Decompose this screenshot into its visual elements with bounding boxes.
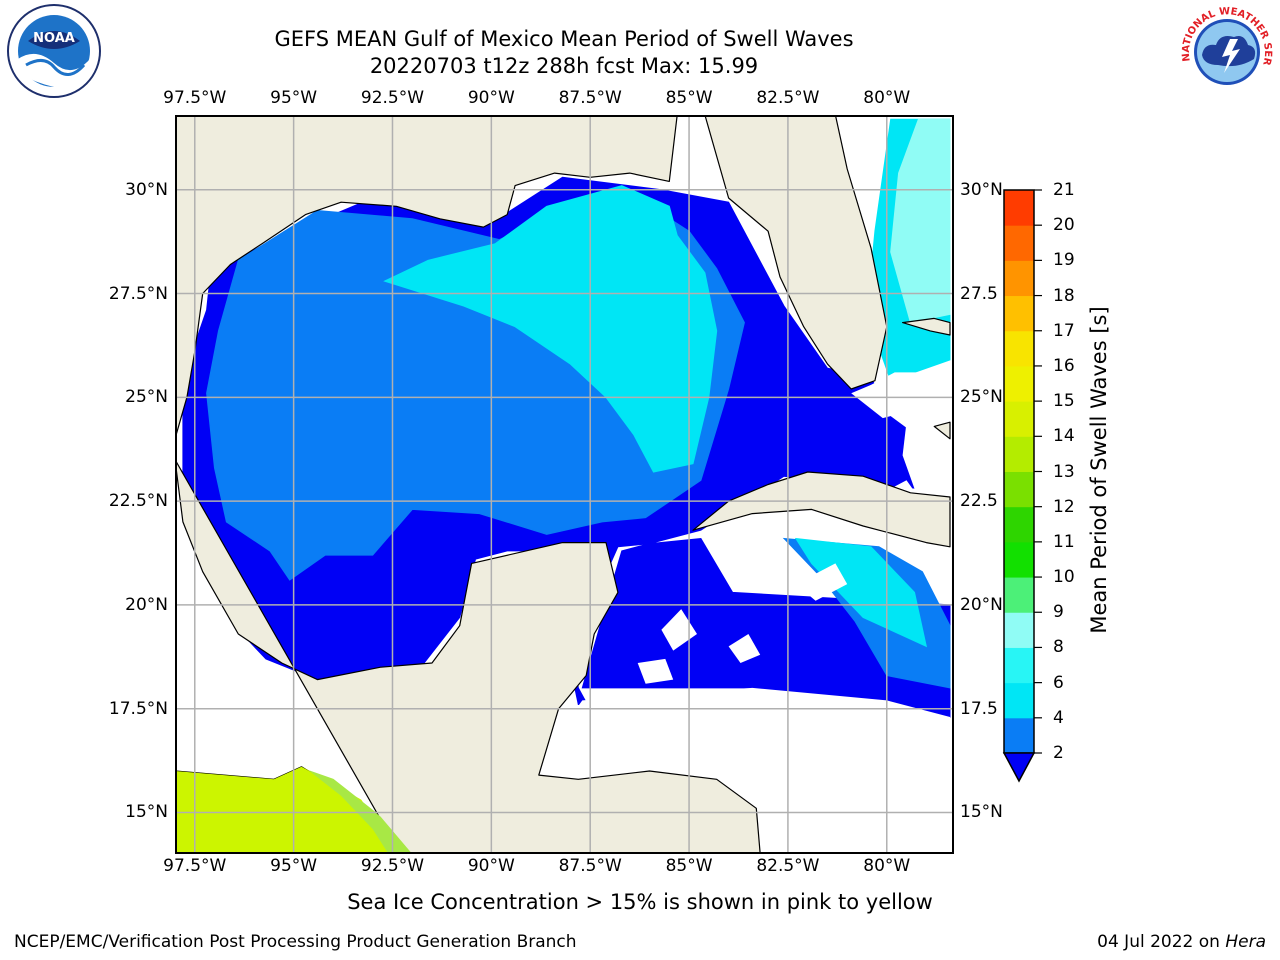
colorbar-tick-label-5: 10 <box>1053 567 1075 588</box>
lon-tick-bottom-6: 82.5°W <box>756 856 820 876</box>
colorbar-segment-10 <box>1004 365 1034 402</box>
lon-tick-top-3: 90°W <box>467 88 515 108</box>
colorbar-segment-12 <box>1004 295 1034 332</box>
lon-tick-top-5: 85°W <box>665 88 713 108</box>
lon-tick-bottom-4: 87.5°W <box>558 856 622 876</box>
colorbar-segment-1 <box>1004 682 1034 719</box>
lat-tick-right-4: 20°N <box>960 594 1003 615</box>
lat-tick-left-4: 20°N <box>125 594 168 615</box>
colorbar-segment-14 <box>1004 225 1034 261</box>
colorbar-tick-label-1: 4 <box>1053 707 1064 728</box>
colorbar-segment-7 <box>1004 471 1034 508</box>
colorbar-segment-9 <box>1004 401 1034 437</box>
colorbar-tick-label-10: 15 <box>1053 391 1075 412</box>
colorbar-tick-label-16: 21 <box>1053 180 1075 200</box>
gulf-of-mexico-map <box>175 115 954 854</box>
no-data-region-6 <box>902 422 950 502</box>
colorbar-tick-label-11: 16 <box>1053 355 1075 376</box>
colorbar-segment-13 <box>1004 260 1034 297</box>
land-area-1 <box>175 115 678 440</box>
colorbar <box>1002 189 1042 783</box>
colorbar-tick-label-3: 8 <box>1053 637 1064 658</box>
land-area-2 <box>175 459 761 854</box>
noaa-logo-text: NOAA <box>33 31 75 46</box>
colorbar-segment-6 <box>1004 506 1034 543</box>
map-subtitle: 20220703 t12z 288h fcst Max: 15.99 <box>369 54 759 78</box>
lon-tick-bottom-7: 80°W <box>863 856 911 876</box>
lat-tick-left-0: 30°N <box>125 179 168 200</box>
lat-tick-right-3: 22.5 <box>960 491 998 512</box>
lon-tick-bottom-5: 85°W <box>665 856 713 876</box>
colorbar-under-triangle <box>1002 752 1036 783</box>
lon-tick-bottom-2: 92.5°W <box>360 856 425 876</box>
lat-tick-left-6: 15°N <box>125 802 168 823</box>
lat-tick-right-5: 17.5 <box>960 698 998 719</box>
sea-ice-note-text: Sea Ice Concentration > 15% is shown in … <box>347 890 933 914</box>
colorbar-tick-label-13: 18 <box>1053 285 1075 306</box>
field-2-region-1 <box>794 537 928 648</box>
lat-tick-right-2: 25°N <box>960 387 1003 408</box>
date-line: 04 Jul 2022 on Hera <box>1097 932 1266 952</box>
lon-tick-top-4: 87.5°W <box>558 88 622 108</box>
credit-line: NCEP/EMC/Verification Post Processing Pr… <box>14 932 577 952</box>
date-host: Hera <box>1225 932 1266 952</box>
map-frame <box>175 115 954 854</box>
colorbar-tick-label-6: 11 <box>1053 531 1075 552</box>
colorbar-tick-label-9: 14 <box>1053 426 1075 447</box>
land-area-3 <box>692 471 951 548</box>
colorbar-tick-label-14: 19 <box>1053 250 1075 271</box>
colorbar-tick-label-4: 9 <box>1053 602 1064 623</box>
no-data-region-2 <box>795 563 848 601</box>
colorbar-tick-label-7: 12 <box>1053 496 1075 517</box>
lon-tick-bottom-0: 97.5°W <box>163 856 227 876</box>
colorbar-segment-15 <box>1004 190 1034 226</box>
colorbar-segment-3 <box>1004 612 1034 648</box>
no-data-region-1 <box>661 609 697 651</box>
lon-tick-top-2: 92.5°W <box>360 88 425 108</box>
sea-ice-note: Sea Ice Concentration > 15% is shown in … <box>0 890 1280 914</box>
colorbar-tick-label-2: 6 <box>1053 672 1064 693</box>
colorbar-segment-11 <box>1004 330 1034 367</box>
lat-tick-left-5: 17.5°N <box>108 698 168 719</box>
nws-logo: NATIONAL WEATHER SERVICE <box>1178 3 1274 99</box>
lat-tick-right-6: 15°N <box>960 802 1003 823</box>
colorbar-tick-label-8: 13 <box>1053 461 1075 482</box>
sea-ice-overlay-0 <box>175 766 397 854</box>
lon-tick-top-0: 97.5°W <box>163 88 227 108</box>
colorbar-label: Mean Period of Swell Waves [s] <box>1087 306 1111 634</box>
lat-tick-left-1: 27.5°N <box>108 283 168 304</box>
land-area-0 <box>175 115 888 390</box>
no-data-region-4 <box>637 658 674 684</box>
lat-tick-right-1: 27.5 <box>960 283 998 304</box>
colorbar-tick-label-12: 17 <box>1053 320 1075 341</box>
date-prefix: 04 Jul 2022 on <box>1097 932 1220 952</box>
land-area-5 <box>933 421 951 440</box>
field-2-region-0 <box>383 185 718 473</box>
colorbar-segment-8 <box>1004 436 1034 472</box>
no-data-region-3 <box>728 634 761 663</box>
colorbar-tick-label-0: 2 <box>1053 743 1064 763</box>
colorbar-segment-5 <box>1004 541 1034 578</box>
lat-tick-left-2: 25°N <box>125 387 168 408</box>
colorbar-segment-2 <box>1004 647 1034 684</box>
lon-tick-top-7: 80°W <box>863 88 911 108</box>
lon-tick-top-1: 95°W <box>270 88 318 108</box>
no-data-region-5 <box>851 372 919 419</box>
no-data-region-8 <box>823 746 856 776</box>
lon-tick-bottom-3: 90°W <box>467 856 515 876</box>
colorbar-segment-4 <box>1004 577 1034 613</box>
lon-tick-top-6: 82.5°W <box>756 88 820 108</box>
colorbar-segment-0 <box>1004 717 1034 754</box>
land-area-4 <box>901 317 951 336</box>
colorbar-tick-label-15: 20 <box>1053 215 1075 236</box>
lon-tick-bottom-1: 95°W <box>270 856 318 876</box>
lat-tick-left-3: 22.5°N <box>108 491 168 512</box>
lat-tick-right-0: 30°N <box>960 179 1003 200</box>
map-title: GEFS MEAN Gulf of Mexico Mean Period of … <box>274 27 854 51</box>
noaa-logo: NOAA <box>7 4 101 98</box>
